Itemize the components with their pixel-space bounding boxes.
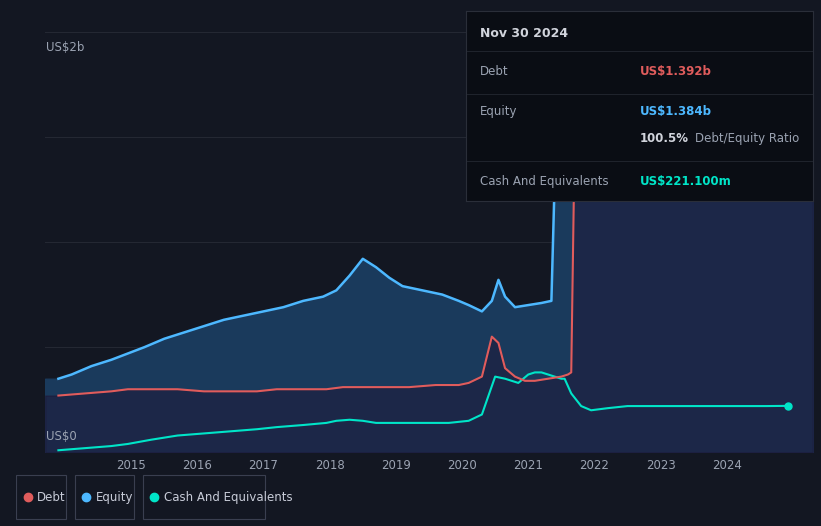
Text: Debt/Equity Ratio: Debt/Equity Ratio bbox=[695, 132, 799, 145]
Text: US$1.384b: US$1.384b bbox=[640, 105, 712, 118]
Text: US$0: US$0 bbox=[46, 430, 76, 443]
Text: Nov 30 2024: Nov 30 2024 bbox=[480, 27, 568, 40]
Point bbox=[781, 155, 794, 164]
Text: Equity: Equity bbox=[480, 105, 518, 118]
Text: US$1.392b: US$1.392b bbox=[640, 65, 712, 78]
Text: US$221.100m: US$221.100m bbox=[640, 175, 732, 188]
Point bbox=[621, 137, 634, 145]
Text: Debt: Debt bbox=[37, 491, 66, 503]
Bar bbox=[143, 475, 265, 519]
Text: Cash And Equivalents: Cash And Equivalents bbox=[163, 491, 292, 503]
Text: US$2b: US$2b bbox=[46, 41, 85, 54]
Bar bbox=[16, 475, 67, 519]
Text: Equity: Equity bbox=[96, 491, 133, 503]
Text: Debt: Debt bbox=[480, 65, 509, 78]
Point bbox=[781, 402, 794, 410]
Text: 100.5%: 100.5% bbox=[640, 132, 689, 145]
Bar bbox=[76, 475, 134, 519]
Point bbox=[781, 86, 794, 95]
Text: Cash And Equivalents: Cash And Equivalents bbox=[480, 175, 609, 188]
